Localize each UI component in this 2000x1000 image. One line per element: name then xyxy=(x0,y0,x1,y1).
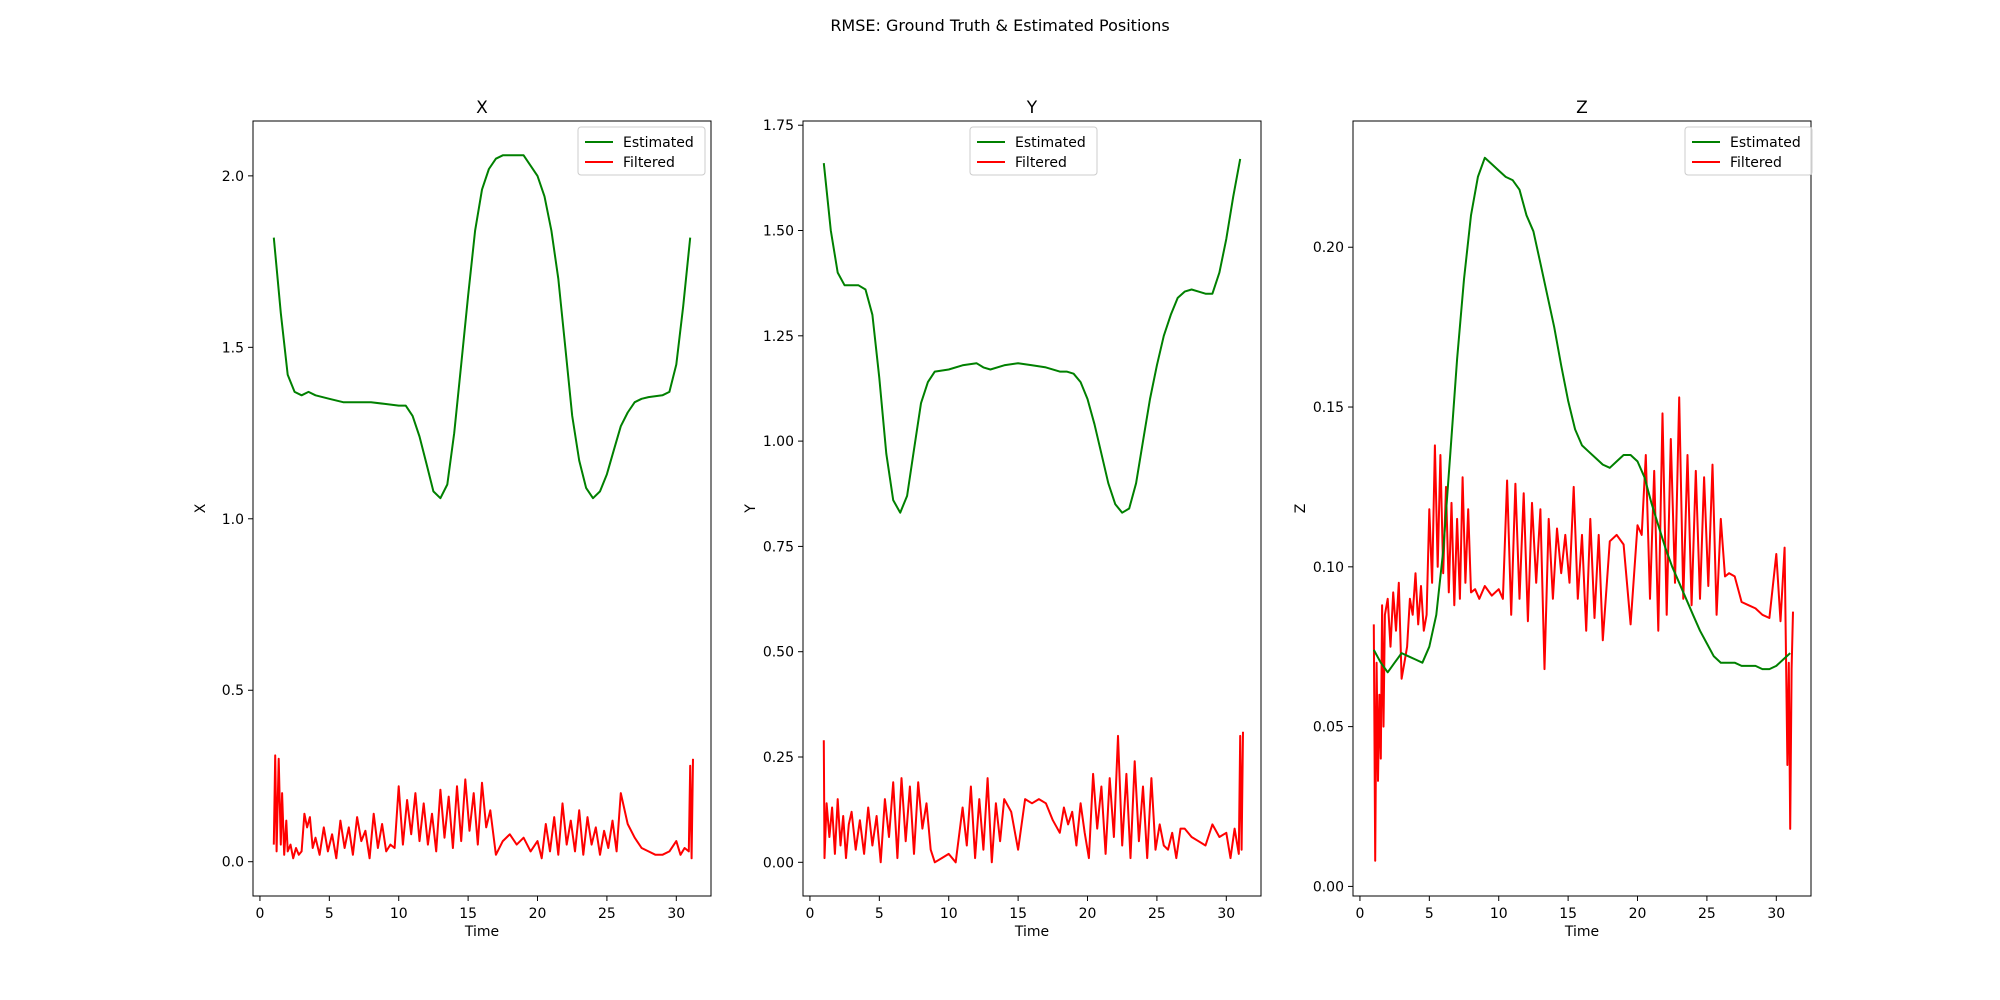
y-tick-label: 0.15 xyxy=(1313,400,1344,416)
series-line-filtered xyxy=(1372,396,1794,862)
y-tick-label: 0.05 xyxy=(1313,720,1344,736)
series-line-estimated xyxy=(1372,156,1791,674)
y-axis-label: Z xyxy=(1293,504,1309,514)
y-tick-label: 0.25 xyxy=(763,750,794,766)
x-axis-label: Time xyxy=(1014,924,1049,940)
x-tick-label: 25 xyxy=(1698,906,1716,922)
subplot-z: 0 5 10 15 20 25 30 0.00 0.05 0.10 0.15 0.20 Z Time Z Es… xyxy=(1293,98,1813,940)
series-line-filtered xyxy=(272,754,694,860)
legend: Estimated Filtered xyxy=(1684,126,1813,176)
series-line-estimated xyxy=(822,158,1242,514)
legend-label-filtered: Filtered xyxy=(1015,155,1067,171)
subplot-x: 0 5 10 15 20 25 30 0.0 0.5 1.0 1.5 2.0 X Time X Estimat… xyxy=(193,98,712,940)
x-tick-label: 10 xyxy=(1490,906,1508,922)
legend-label-estimated: Estimated xyxy=(623,135,694,151)
x-tick-label: 15 xyxy=(1559,906,1577,922)
series-line-estimated xyxy=(272,154,692,500)
x-axis-label: Time xyxy=(464,924,499,940)
y-tick-label: 1.0 xyxy=(222,512,244,528)
axes-title: X xyxy=(476,98,488,118)
x-tick-label: 20 xyxy=(1629,906,1647,922)
axes-frame xyxy=(252,120,712,897)
x-tick-label: 30 xyxy=(667,906,685,922)
legend: Estimated Filtered xyxy=(969,126,1098,176)
x-tick-label: 30 xyxy=(1217,906,1235,922)
x-tick-label: 0 xyxy=(805,906,814,922)
y-tick-label: 1.75 xyxy=(763,118,794,134)
axes-frame xyxy=(1352,120,1812,897)
figure-suptitle: RMSE: Ground Truth & Estimated Positions xyxy=(830,16,1169,35)
y-tick-label: 0.00 xyxy=(763,855,794,871)
x-tick-label: 30 xyxy=(1767,906,1785,922)
series-group xyxy=(272,154,694,860)
axes-frame xyxy=(802,120,1262,897)
y-tick-label: 0.50 xyxy=(763,645,794,661)
subplots: 0 5 10 15 20 25 30 0.0 0.5 1.0 1.5 2.0 X Time X Estimat… xyxy=(193,98,1813,940)
y-tick-label: 0.20 xyxy=(1313,240,1344,256)
x-tick-label: 15 xyxy=(459,906,477,922)
subplot-y: 0 5 10 15 20 25 30 0.00 0.25 0.50 0.75 1.00 1.25 1.50… xyxy=(743,98,1262,940)
x-tick-label: 0 xyxy=(1355,906,1364,922)
y-axis-label: X xyxy=(193,503,209,513)
legend-label-estimated: Estimated xyxy=(1730,135,1801,151)
axes-title: Z xyxy=(1576,98,1588,118)
x-tick-label: 0 xyxy=(255,906,264,922)
series-group xyxy=(822,158,1244,864)
x-tick-label: 5 xyxy=(875,906,884,922)
y-tick-label: 0.00 xyxy=(1313,879,1344,895)
y-tick-label: 0.5 xyxy=(222,683,244,699)
y-tick-label: 0.10 xyxy=(1313,560,1344,576)
x-tick-label: 5 xyxy=(325,906,334,922)
x-tick-label: 25 xyxy=(1148,906,1166,922)
y-tick-label: 1.00 xyxy=(763,434,794,450)
series-group xyxy=(1372,156,1794,862)
y-tick-label: 0.0 xyxy=(222,855,244,871)
legend-label-filtered: Filtered xyxy=(623,155,675,171)
legend-label-filtered: Filtered xyxy=(1730,155,1782,171)
y-axis-label: Y xyxy=(743,504,759,514)
y-tick-label: 2.0 xyxy=(222,169,244,185)
x-tick-label: 10 xyxy=(390,906,408,922)
y-tick-label: 1.5 xyxy=(222,340,244,356)
x-axis-label: Time xyxy=(1564,924,1599,940)
x-tick-label: 20 xyxy=(529,906,547,922)
legend: Estimated Filtered xyxy=(577,126,706,176)
x-tick-label: 25 xyxy=(598,906,616,922)
y-tick-label: 1.25 xyxy=(763,329,794,345)
axes-title: Y xyxy=(1026,98,1038,118)
legend-label-estimated: Estimated xyxy=(1015,135,1086,151)
y-tick-label: 0.75 xyxy=(763,539,794,555)
y-tick-label: 1.50 xyxy=(763,224,794,240)
x-tick-label: 15 xyxy=(1009,906,1027,922)
x-tick-label: 20 xyxy=(1079,906,1097,922)
x-tick-label: 5 xyxy=(1425,906,1434,922)
series-line-filtered xyxy=(822,731,1244,864)
x-tick-label: 10 xyxy=(940,906,958,922)
